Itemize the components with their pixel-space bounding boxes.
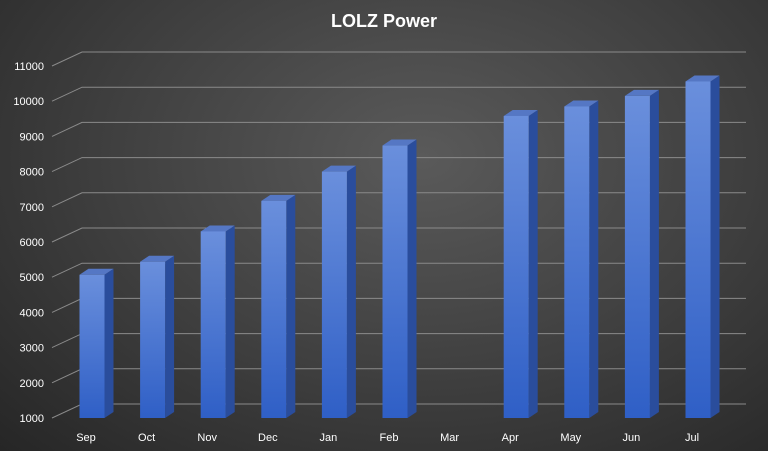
bars <box>79 75 720 419</box>
y-tick-label: 2000 <box>20 378 44 390</box>
bar-nov <box>200 225 235 418</box>
bar-jun <box>624 89 659 419</box>
y-tick-label: 7000 <box>20 202 44 214</box>
x-tick-label: Dec <box>258 432 278 444</box>
bar-may <box>564 100 599 418</box>
y-tick-label: 1000 <box>20 413 44 425</box>
y-tick-label: 5000 <box>20 272 44 284</box>
y-tick-label: 10000 <box>13 96 44 108</box>
chart-title: LOLZ Power <box>331 11 437 31</box>
gridline <box>51 51 746 67</box>
x-tick-label: Jun <box>623 432 641 444</box>
y-axis-ticks: 1000 2000 3000 4000 5000 6000 7000 8000 9000 1000… <box>13 61 44 425</box>
x-tick-label: Mar <box>440 432 459 444</box>
x-tick-label: May <box>560 432 581 444</box>
bar-feb <box>382 139 417 418</box>
bar-apr <box>503 109 538 418</box>
x-tick-label: Nov <box>197 432 217 444</box>
gridline <box>51 86 746 102</box>
bar-oct <box>140 255 175 418</box>
y-tick-label: 3000 <box>20 343 44 355</box>
y-tick-label: 11000 <box>14 61 44 73</box>
y-tick-label: 4000 <box>20 307 44 319</box>
gridlines <box>51 51 746 419</box>
x-tick-label: Jul <box>685 432 699 444</box>
x-tick-label: Sep <box>76 432 96 444</box>
bar-jan <box>321 165 356 418</box>
x-tick-label: Feb <box>380 432 399 444</box>
y-tick-label: 8000 <box>20 167 44 179</box>
x-tick-label: Jan <box>320 432 338 444</box>
x-tick-label: Apr <box>502 432 519 444</box>
x-axis-ticks: Sep Oct Nov Dec Jan Feb Mar Apr May Jun Jul <box>76 432 699 444</box>
bar-dec <box>261 194 296 418</box>
y-tick-label: 9000 <box>20 131 44 143</box>
x-tick-label: Oct <box>138 432 155 444</box>
y-tick-label: 6000 <box>20 237 44 249</box>
bar-sep <box>79 268 114 418</box>
bar-jul <box>685 75 720 418</box>
